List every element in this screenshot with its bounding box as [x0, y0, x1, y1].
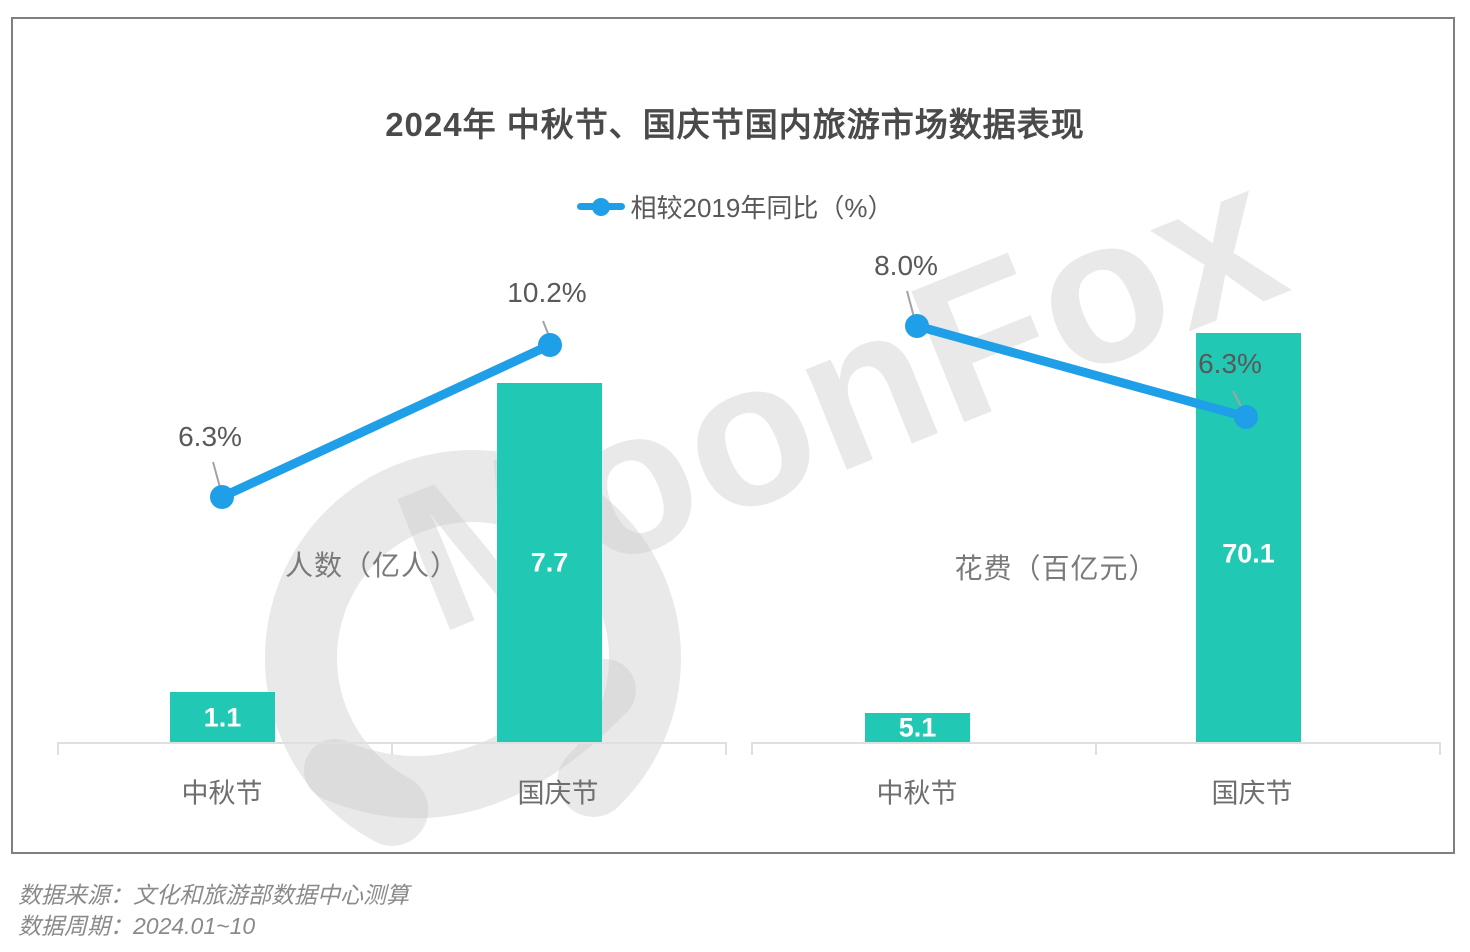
x-axis-line-left — [57, 742, 727, 744]
chart-frame-border — [11, 17, 1455, 854]
bar-value-label: 5.1 — [898, 712, 937, 743]
footer-source: 数据来源：文化和旅游部数据中心测算 — [18, 882, 409, 908]
category-label: 国庆节 — [1211, 778, 1293, 809]
bar-spend-zhongqiu: 5.1 — [865, 713, 970, 743]
footer-period: 数据周期：2024.01~10 — [18, 913, 256, 939]
axis-tick — [57, 744, 59, 755]
axis-tick — [391, 744, 393, 755]
legend-label: 相较2019年同比（%） — [630, 193, 894, 223]
legend: 相较2019年同比（%） — [0, 188, 1470, 225]
axis-tick — [725, 744, 727, 755]
axis-tick — [751, 744, 753, 755]
line-value-label: 6.3% — [178, 421, 242, 452]
line-value-label: 6.3% — [1198, 348, 1262, 379]
bar-value-label: 7.7 — [530, 547, 569, 578]
category-label: 中秋节 — [876, 778, 958, 809]
page-title: 2024年 中秋节、国庆节国内旅游市场数据表现 — [385, 106, 1085, 143]
group-unit-label-people: 人数（亿人） — [284, 550, 460, 581]
legend-line-dot-icon — [576, 197, 625, 216]
bar-spend-guoqing: 70.1 — [1196, 333, 1301, 743]
bar-people-zhongqiu: 1.1 — [170, 692, 275, 743]
bar-value-label: 70.1 — [1222, 538, 1275, 569]
bar-value-label: 1.1 — [203, 702, 242, 732]
axis-tick — [1095, 744, 1097, 755]
x-axis-line-right — [751, 742, 1441, 744]
line-value-label: 10.2% — [507, 277, 587, 308]
line-value-label: 8.0% — [874, 250, 938, 281]
group-unit-label-spend: 花费（百亿元） — [954, 553, 1158, 584]
axis-tick — [1439, 744, 1441, 755]
category-label: 中秋节 — [181, 778, 263, 809]
category-label: 国庆节 — [517, 778, 599, 809]
bar-people-guoqing: 7.7 — [497, 383, 602, 743]
